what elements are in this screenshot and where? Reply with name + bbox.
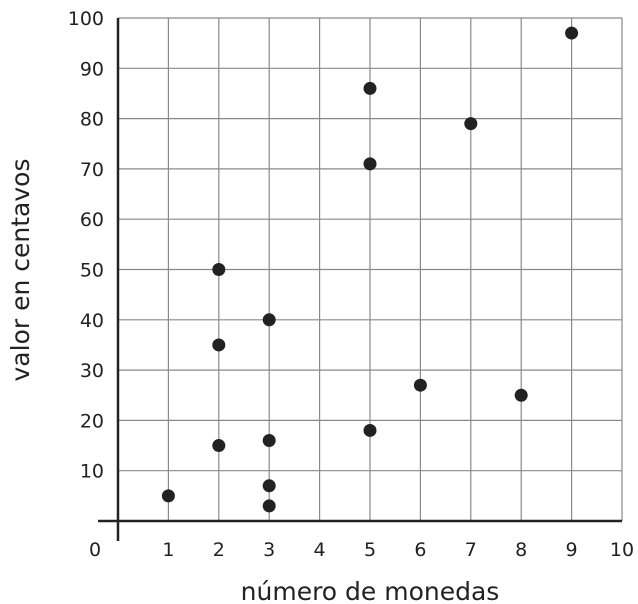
x-axis-title: número de monedas bbox=[241, 577, 500, 604]
y-tick-label: 80 bbox=[80, 109, 104, 131]
data-point-14 bbox=[565, 26, 579, 40]
x-tick-label: 5 bbox=[364, 539, 376, 561]
data-point-3 bbox=[212, 263, 226, 276]
data-point-1 bbox=[212, 439, 226, 453]
x-tick-label: 2 bbox=[213, 539, 225, 561]
tick-labels: 1 2 3 4 5 6 7 8 9 10 10 20 30 40 50 60 70 80 90 100 bbox=[68, 8, 634, 561]
axes bbox=[98, 18, 622, 541]
data-point-4 bbox=[262, 499, 276, 513]
data-point-12 bbox=[464, 117, 478, 131]
data-point-2 bbox=[212, 338, 226, 352]
x-tick-label: 10 bbox=[610, 539, 634, 561]
x-tick-label: 9 bbox=[566, 539, 578, 561]
x-tick-label: 4 bbox=[314, 539, 326, 561]
y-tick-label: 60 bbox=[80, 209, 104, 231]
data-point-13 bbox=[514, 388, 528, 402]
data-point-7 bbox=[262, 313, 276, 327]
data-point-9 bbox=[363, 157, 377, 171]
y-tick-label: 20 bbox=[80, 410, 104, 432]
x-tick-label: 1 bbox=[162, 539, 174, 561]
origin-label: 0 bbox=[89, 539, 101, 561]
x-tick-label: 6 bbox=[414, 539, 426, 561]
y-tick-label: 70 bbox=[80, 159, 104, 181]
data-point-6 bbox=[262, 434, 276, 448]
y-tick-label: 50 bbox=[80, 260, 104, 282]
data-points bbox=[161, 26, 579, 513]
x-tick-label: 8 bbox=[515, 539, 527, 561]
data-point-0 bbox=[161, 489, 175, 503]
data-point-5 bbox=[262, 479, 276, 493]
y-tick-label: 10 bbox=[80, 461, 104, 483]
x-tick-label: 7 bbox=[465, 539, 477, 561]
y-tick-label: 100 bbox=[68, 8, 104, 30]
x-tick-label: 3 bbox=[263, 539, 275, 561]
data-point-8 bbox=[363, 423, 377, 437]
y-axis-title: valor en centavos bbox=[6, 159, 35, 382]
y-tick-label: 40 bbox=[80, 310, 104, 332]
data-point-10 bbox=[363, 81, 377, 95]
data-point-11 bbox=[413, 378, 427, 392]
y-tick-label: 30 bbox=[80, 360, 104, 382]
y-tick-label: 90 bbox=[80, 58, 104, 80]
